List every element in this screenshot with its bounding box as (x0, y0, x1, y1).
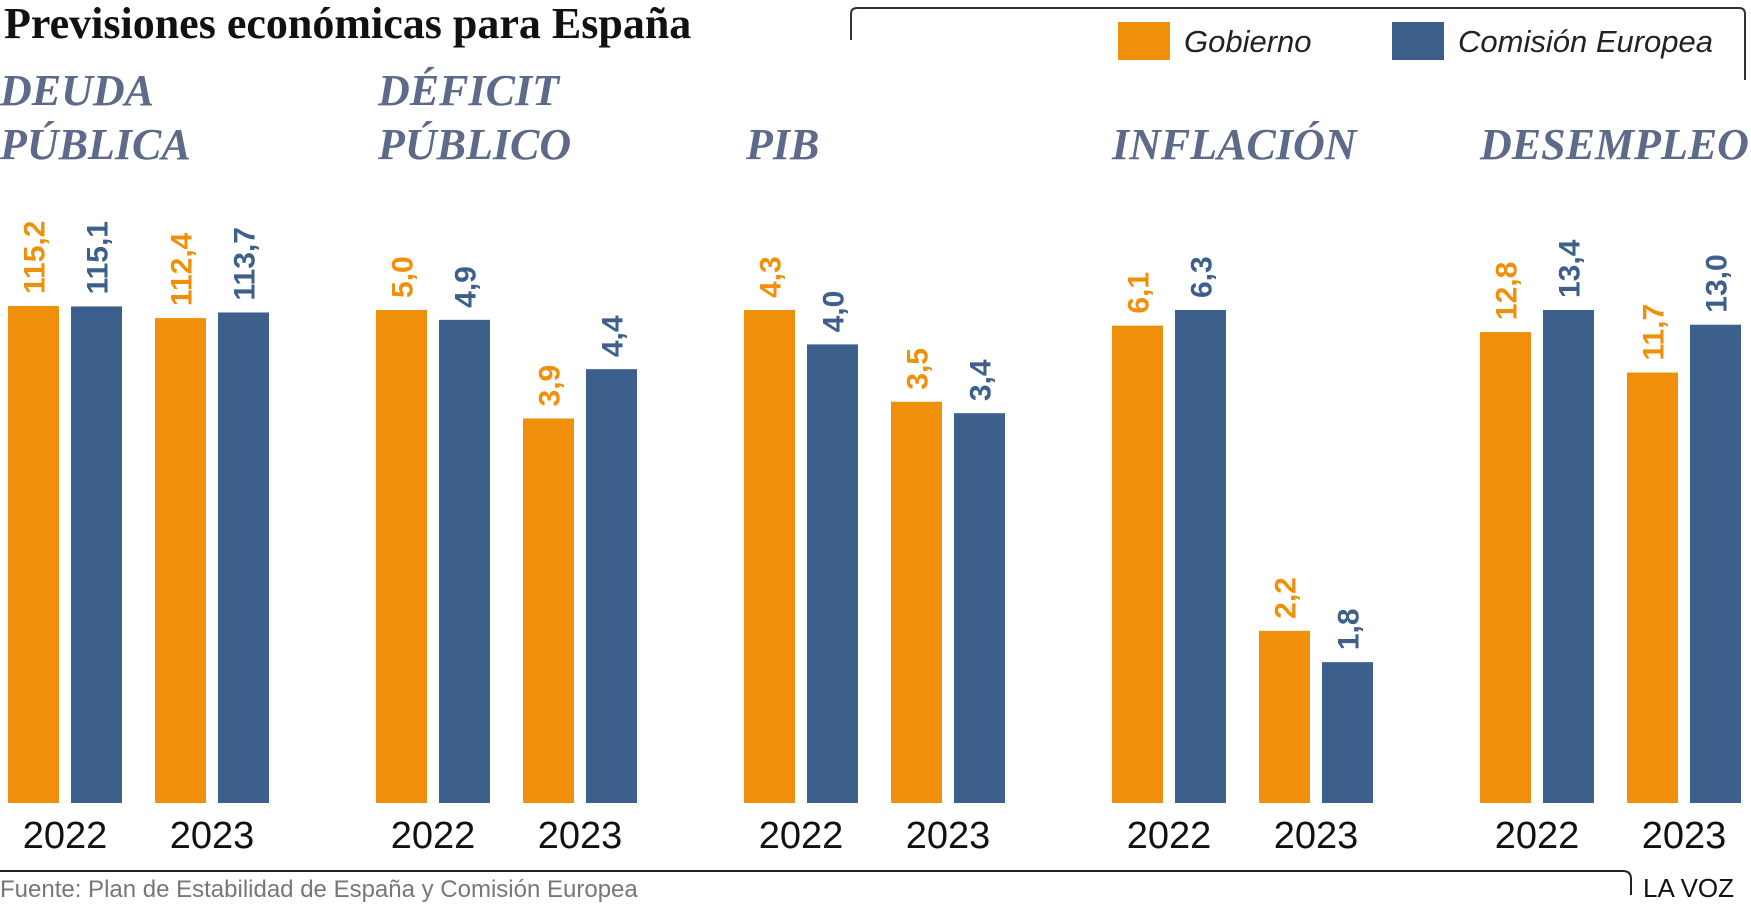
bar (1480, 332, 1531, 803)
bar (71, 306, 122, 803)
x-tick-label: 2022 (759, 815, 844, 857)
chart-panel: DÉFICIT PÚBLICO 5,0 4,9 2022 3,9 4,4 2023 (376, 66, 637, 857)
data-label: 12,8 (1491, 262, 1524, 320)
bar (1175, 310, 1226, 803)
bar (807, 344, 858, 803)
data-label: 3,5 (902, 348, 935, 390)
x-tick-label: 2023 (170, 815, 255, 857)
bar (891, 401, 942, 803)
brand-logo-text: LA VOZ (1643, 873, 1734, 903)
bar (376, 310, 427, 803)
legend-label: Comisión Europea (1458, 24, 1713, 59)
legend-swatch (1118, 22, 1170, 60)
data-label: 2,2 (1270, 577, 1303, 619)
data-label: 4,9 (450, 266, 483, 308)
bar (1690, 324, 1741, 803)
bar (439, 319, 490, 803)
bar (744, 310, 795, 803)
chart-panels: DEUDA PÚBLICA 115,2 115,1 2022 112,4 113,7 2023… (0, 66, 1749, 857)
data-label: 6,3 (1186, 256, 1219, 298)
data-label: 4,3 (755, 256, 788, 298)
bar (218, 312, 269, 803)
chart-panel: DEUDA PÚBLICA 115,2 115,1 2022 112,4 113,7 2023 (0, 66, 269, 857)
data-label: 13,0 (1701, 254, 1734, 312)
legend: Gobierno Comisión Europea (1118, 22, 1713, 60)
data-label: 4,4 (597, 315, 630, 357)
source-note: Fuente: Plan de Estabilidad de España y … (0, 876, 638, 903)
x-tick-label: 2022 (1127, 815, 1212, 857)
panel-title: PÚBLICA (0, 120, 191, 169)
bar (155, 318, 206, 803)
legend-label: Gobierno (1184, 24, 1312, 59)
chart-title: Previsiones económicas para España (4, 0, 691, 48)
panel-title: PIB (745, 120, 819, 169)
data-label: 115,1 (82, 221, 115, 294)
data-label: 11,7 (1638, 304, 1671, 361)
bar (954, 413, 1005, 803)
data-label: 112,4 (166, 232, 199, 306)
data-label: 3,9 (534, 365, 567, 407)
x-tick-label: 2022 (391, 815, 476, 857)
data-label: 6,1 (1123, 272, 1156, 314)
chart-panel: INFLACIÓN 6,1 6,3 2022 2,2 1,8 2023 (1111, 120, 1373, 857)
bar (1259, 630, 1310, 803)
data-label: 1,8 (1333, 608, 1366, 650)
chart-panel: DESEMPLEO 12,8 13,4 2022 11,7 13,0 2023 (1479, 120, 1749, 857)
data-label: 115,2 (19, 221, 52, 294)
panel-title: INFLACIÓN (1111, 120, 1359, 169)
header-frame-line (850, 7, 1746, 80)
x-tick-label: 2022 (23, 815, 108, 857)
bar (1627, 372, 1678, 803)
x-tick-label: 2023 (1274, 815, 1359, 857)
data-label: 4,0 (818, 291, 851, 333)
bar (1322, 662, 1373, 803)
bar (8, 306, 59, 803)
x-tick-label: 2023 (906, 815, 991, 857)
data-label: 13,4 (1554, 239, 1587, 298)
data-label: 5,0 (387, 256, 420, 298)
panel-title: DEUDA (0, 66, 154, 115)
x-tick-label: 2023 (1642, 815, 1727, 857)
bar (1543, 310, 1594, 803)
legend-swatch (1392, 22, 1444, 60)
panel-title: DESEMPLEO (1479, 120, 1749, 169)
data-label: 113,7 (229, 227, 262, 300)
footer-rule (0, 870, 1632, 895)
panel-title: DÉFICIT (377, 66, 561, 115)
panel-title: PÚBLICO (377, 120, 571, 169)
chart-panel: PIB 4,3 4,0 2022 3,5 3,4 2023 (744, 120, 1005, 857)
data-label: 3,4 (965, 359, 998, 401)
x-tick-label: 2023 (538, 815, 623, 857)
x-tick-label: 2022 (1495, 815, 1580, 857)
bar (586, 369, 637, 803)
bar (1112, 325, 1163, 803)
bar (523, 418, 574, 803)
